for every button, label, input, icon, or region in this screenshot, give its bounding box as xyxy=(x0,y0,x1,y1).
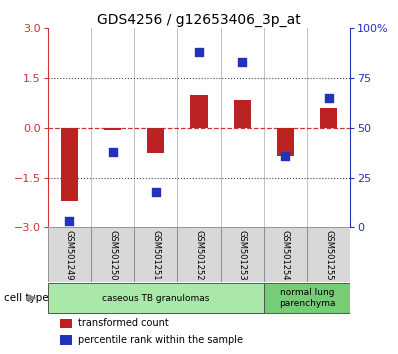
Bar xyxy=(48,227,91,282)
Point xyxy=(196,49,202,55)
Point xyxy=(152,189,159,194)
Point xyxy=(326,95,332,101)
Text: GSM501250: GSM501250 xyxy=(108,230,117,281)
Bar xyxy=(277,128,294,156)
Bar xyxy=(190,95,208,128)
Bar xyxy=(320,108,337,128)
Bar xyxy=(307,227,350,282)
Point xyxy=(239,59,246,65)
Bar xyxy=(264,227,307,282)
Text: GSM501249: GSM501249 xyxy=(65,230,74,281)
Text: transformed count: transformed count xyxy=(78,319,169,329)
Bar xyxy=(134,227,178,282)
Text: ▶: ▶ xyxy=(27,293,36,303)
Bar xyxy=(220,227,264,282)
Bar xyxy=(60,335,72,345)
Bar xyxy=(91,227,134,282)
Title: GDS4256 / g12653406_3p_at: GDS4256 / g12653406_3p_at xyxy=(97,13,301,27)
Bar xyxy=(264,284,350,313)
Text: GSM501254: GSM501254 xyxy=(281,230,290,281)
Text: GSM501255: GSM501255 xyxy=(324,230,333,281)
Text: GSM501252: GSM501252 xyxy=(195,230,203,281)
Bar xyxy=(61,128,78,201)
Point xyxy=(282,153,289,159)
Text: caseous TB granulomas: caseous TB granulomas xyxy=(102,293,209,303)
Text: normal lung
parenchyma: normal lung parenchyma xyxy=(279,289,335,308)
Point xyxy=(109,149,116,155)
Bar xyxy=(104,128,121,130)
Bar xyxy=(178,227,220,282)
Bar xyxy=(60,319,72,329)
Bar xyxy=(147,128,164,153)
Text: cell type: cell type xyxy=(4,293,49,303)
Bar xyxy=(48,284,264,313)
Text: GSM501253: GSM501253 xyxy=(238,230,247,281)
Text: GSM501251: GSM501251 xyxy=(151,230,160,281)
Bar xyxy=(234,100,251,128)
Text: percentile rank within the sample: percentile rank within the sample xyxy=(78,335,243,345)
Point xyxy=(66,219,72,224)
